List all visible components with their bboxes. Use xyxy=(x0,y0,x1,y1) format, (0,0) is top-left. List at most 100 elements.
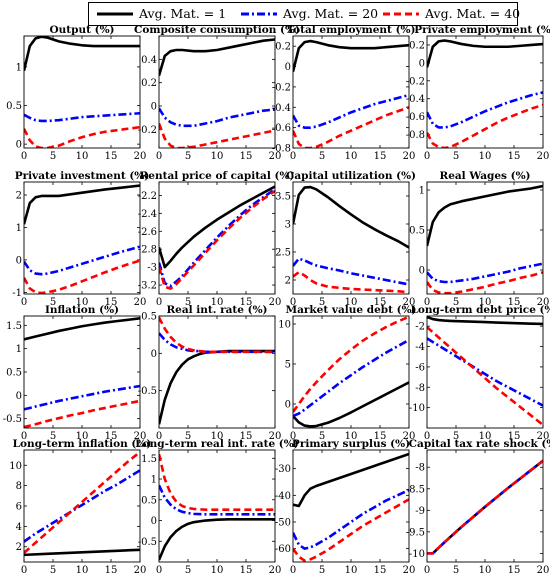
series-line-1 xyxy=(293,452,409,508)
x-tick-label: 20 xyxy=(537,297,550,308)
y-tick-label: 2.5 xyxy=(275,248,291,259)
series-line-1 xyxy=(427,39,543,68)
x-tick-label: 15 xyxy=(508,565,521,575)
series-line-1 xyxy=(159,517,275,561)
x-tick-label: 0 xyxy=(21,565,27,575)
x-tick-label: 15 xyxy=(105,297,118,308)
x-tick-label: 15 xyxy=(374,565,387,575)
x-tick-label: 20 xyxy=(537,151,550,162)
panel-title: Composite consumption (%) xyxy=(134,24,300,36)
axes-box xyxy=(292,181,410,295)
x-tick-label: 5 xyxy=(50,151,56,162)
x-tick-label: 20 xyxy=(134,431,147,442)
x-tick-label: 15 xyxy=(240,565,253,575)
y-tick-label: -0.4 xyxy=(406,94,425,105)
y-tick-label: -10 xyxy=(409,403,425,414)
y-tick-label: -0.5 xyxy=(138,386,157,397)
series-line-3 xyxy=(24,399,140,428)
series-line-1 xyxy=(427,316,543,326)
y-tick-label: -3.2 xyxy=(138,281,157,292)
x-tick-label: 0 xyxy=(424,565,430,575)
panel-title: Market value debt (%) xyxy=(285,304,416,316)
series-line-2 xyxy=(24,469,140,543)
y-tick-label: 0.5 xyxy=(141,495,157,506)
y-tick-label: 0 xyxy=(285,62,291,73)
y-tick-label: 1 xyxy=(16,344,22,355)
series-line-3 xyxy=(159,316,275,354)
x-tick-label: 15 xyxy=(508,297,521,308)
series-line-3 xyxy=(427,326,543,426)
y-tick-label: -0.5 xyxy=(138,537,157,548)
legend-swatch-1 xyxy=(97,12,133,16)
axes-box xyxy=(292,449,410,563)
series-line-2 xyxy=(293,488,409,550)
x-tick-label: 0 xyxy=(156,151,162,162)
x-tick-label: 5 xyxy=(453,431,459,442)
y-tick-label: -60 xyxy=(275,544,291,555)
legend-entry-2: Avg. Mat. = 20 xyxy=(239,6,378,22)
x-tick-label: 0 xyxy=(424,431,430,442)
y-tick-label: -30 xyxy=(275,464,291,475)
axes-box xyxy=(158,315,276,429)
y-tick-label: 0 xyxy=(16,391,22,402)
x-tick-label: 15 xyxy=(508,151,521,162)
y-tick-label: -9.5 xyxy=(406,527,425,538)
y-tick-label: 1 xyxy=(16,223,22,234)
series-line-1 xyxy=(159,349,275,425)
panel-4: Private employment (%) 0 5 10 15 20 -0.8 -0.6 -0… xyxy=(406,24,550,162)
series-line-3 xyxy=(24,125,140,148)
y-tick-label: 5 xyxy=(285,360,291,371)
panel-2: Composite consumption (%) 0 5 10 15 20 -0.2 0 0.… xyxy=(134,24,300,162)
x-tick-label: 10 xyxy=(76,151,89,162)
x-tick-label: 10 xyxy=(211,297,224,308)
x-tick-label: 10 xyxy=(345,151,358,162)
y-tick-label: -0.8 xyxy=(272,144,291,155)
series-line-3 xyxy=(427,459,543,555)
x-tick-label: 20 xyxy=(134,565,147,575)
y-tick-label: 0.2 xyxy=(409,40,425,51)
series-line-1 xyxy=(293,39,409,72)
x-tick-label: 5 xyxy=(319,431,325,442)
y-tick-label: 0.5 xyxy=(6,368,22,379)
y-tick-label: 3 xyxy=(285,220,291,231)
legend-label-1: Avg. Mat. = 1 xyxy=(139,6,227,21)
x-tick-label: 10 xyxy=(479,151,492,162)
y-tick-label: -4 xyxy=(415,342,425,353)
series-line-1 xyxy=(293,185,409,249)
axes-box xyxy=(426,35,544,149)
y-tick-label: -8.5 xyxy=(406,484,425,495)
panel-title: Private investment (%) xyxy=(15,170,150,182)
x-tick-label: 20 xyxy=(403,297,416,308)
x-tick-label: 5 xyxy=(319,297,325,308)
x-tick-label: 10 xyxy=(211,431,224,442)
y-tick-label: -1 xyxy=(12,288,22,299)
axes-box xyxy=(23,315,141,429)
series-line-2 xyxy=(427,262,543,284)
axes-box xyxy=(426,449,544,563)
x-tick-label: 5 xyxy=(50,297,56,308)
y-tick-label: -9 xyxy=(415,506,425,517)
panel-10: Real int. rate (%) 0 5 10 15 20 -0.5 0 0.5 xyxy=(138,304,282,442)
legend-label-3: Avg. Mat. = 40 xyxy=(425,6,521,21)
panel-title: Real Wages (%) xyxy=(439,170,530,182)
axes-box xyxy=(158,181,276,295)
series-line-1 xyxy=(159,185,275,269)
series-line-3 xyxy=(24,451,140,554)
x-tick-label: 15 xyxy=(105,431,118,442)
panel-11: Market value debt (%) 0 5 10 15 20 0 5 10 xyxy=(278,304,416,442)
series-line-3 xyxy=(24,259,140,294)
series-line-3 xyxy=(159,189,275,290)
series-line-2 xyxy=(159,107,275,128)
y-tick-label: 0 xyxy=(285,400,291,411)
series-line-2 xyxy=(293,338,409,418)
y-tick-label: 0 xyxy=(151,349,157,360)
x-tick-label: 15 xyxy=(240,431,253,442)
series-line-1 xyxy=(293,381,409,428)
panel-13: Long-term inflation (%) 0 5 10 15 20 2 4 6 8 10 xyxy=(9,438,151,575)
x-tick-label: 15 xyxy=(374,297,387,308)
panel-title: Primary surplus (%) xyxy=(292,438,410,450)
x-tick-label: 5 xyxy=(185,297,191,308)
x-tick-label: 10 xyxy=(345,297,358,308)
series-line-1 xyxy=(24,548,140,557)
